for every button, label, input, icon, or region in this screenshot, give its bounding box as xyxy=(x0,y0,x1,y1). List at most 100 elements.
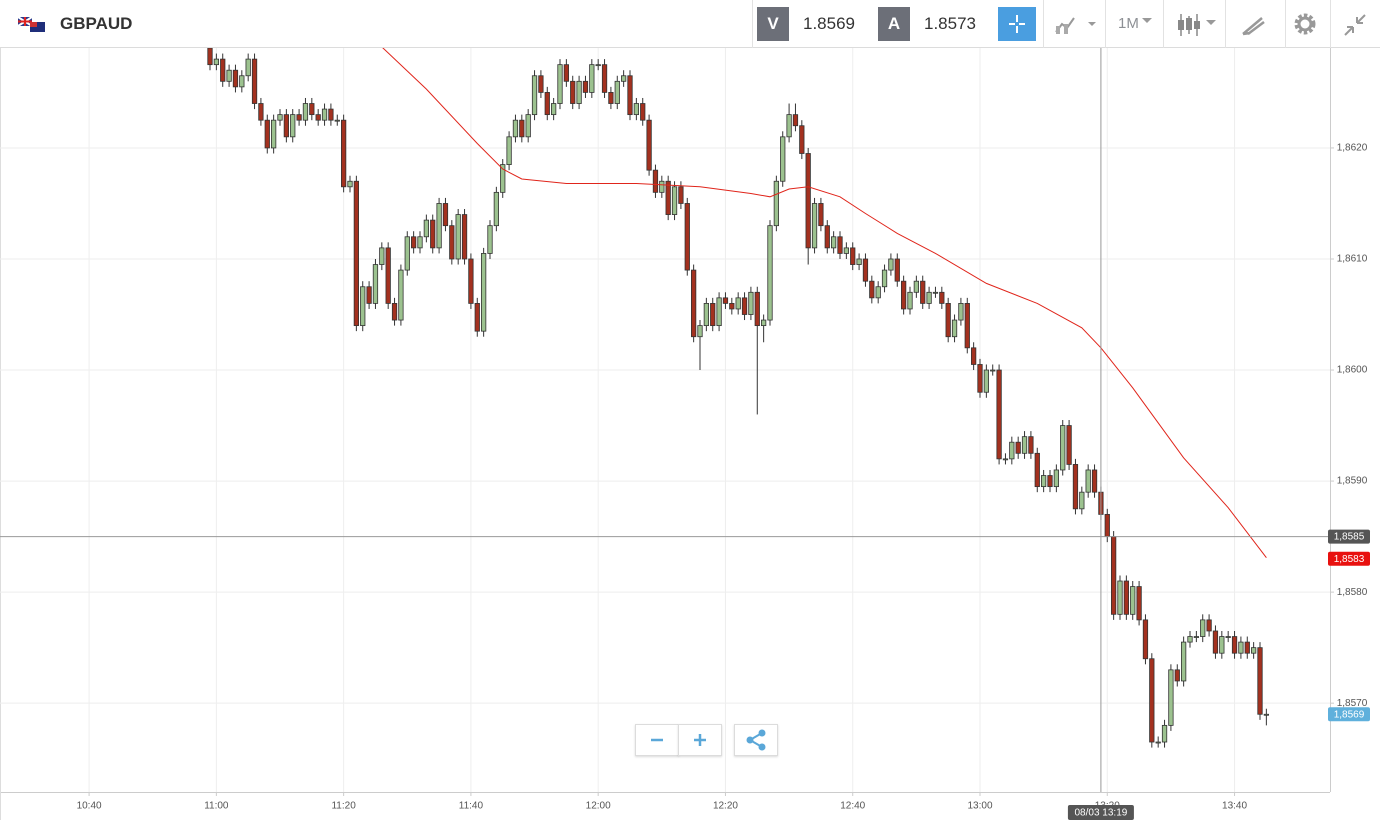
candle-body xyxy=(869,280,875,299)
candle-body xyxy=(1142,619,1149,660)
candle-body xyxy=(506,136,512,165)
candle-body xyxy=(1041,475,1047,488)
candle-body xyxy=(1091,469,1098,493)
share-button[interactable] xyxy=(734,724,778,756)
x-tick-label: 13:00 xyxy=(967,801,992,812)
candle-body xyxy=(659,180,665,193)
minus-icon xyxy=(651,738,663,742)
candle-body xyxy=(1187,636,1193,643)
share-icon xyxy=(746,729,766,751)
candle-body xyxy=(411,236,417,249)
candle-body xyxy=(894,258,900,282)
candle-body xyxy=(843,247,849,254)
separator xyxy=(752,0,753,48)
x-tick-label: 10:40 xyxy=(77,801,102,812)
candle-body xyxy=(1257,647,1263,715)
indicator-menu[interactable] xyxy=(1052,12,1102,36)
collapse-button[interactable] xyxy=(1342,12,1368,38)
zoom-in-button[interactable] xyxy=(678,724,722,756)
candle-body xyxy=(1174,669,1180,682)
candle-body xyxy=(920,280,926,304)
candle-body xyxy=(551,103,557,116)
candle-body xyxy=(932,291,939,294)
candle-body xyxy=(837,236,843,254)
candle-body xyxy=(207,48,213,66)
candle-body xyxy=(449,225,455,260)
candle-body xyxy=(996,369,1002,460)
candle-body xyxy=(1072,464,1079,510)
candle-body xyxy=(245,58,251,77)
x-tick-label: 11:00 xyxy=(204,801,229,812)
plot-area xyxy=(0,48,1330,792)
separator xyxy=(1105,0,1106,48)
candle-body xyxy=(277,114,283,121)
candle-body xyxy=(1231,636,1238,654)
candle-body xyxy=(665,180,671,215)
candle-body xyxy=(531,75,538,116)
buy-button[interactable]: A xyxy=(878,7,910,41)
sell-button[interactable]: V xyxy=(757,7,789,41)
candle-body xyxy=(697,325,703,338)
candle-body xyxy=(792,114,799,127)
crosshair-time-tag xyxy=(1067,805,1134,820)
candle-body xyxy=(710,303,716,327)
price-tag xyxy=(1328,707,1370,722)
sell-price[interactable]: 1.8569 xyxy=(789,7,869,41)
candle-body xyxy=(315,114,321,121)
settings-button[interactable] xyxy=(1292,11,1318,37)
crosshair-icon xyxy=(1009,15,1025,33)
candle-body xyxy=(971,347,977,365)
candle-body xyxy=(1015,441,1021,454)
price-tag-label: 1,8583 xyxy=(1334,554,1365,565)
candle-body xyxy=(1002,458,1009,461)
buy-price[interactable]: 1.8573 xyxy=(910,7,990,41)
chart-type-menu[interactable] xyxy=(1176,12,1222,38)
candle-body xyxy=(563,64,569,82)
zoom-out-button[interactable] xyxy=(635,724,679,756)
candle-body xyxy=(1206,619,1212,632)
candle-body xyxy=(824,225,830,249)
candle-body xyxy=(557,64,563,104)
candle-body xyxy=(1212,630,1219,654)
candle-body xyxy=(582,80,589,93)
candle-body xyxy=(379,247,385,265)
candle-body xyxy=(799,125,805,154)
candle-body xyxy=(360,286,366,327)
candle-body xyxy=(302,103,309,121)
candle-body xyxy=(729,303,735,310)
y-tick-label: 1,8620 xyxy=(1337,143,1368,154)
crosshair-button[interactable] xyxy=(998,7,1036,41)
candle-body xyxy=(633,103,639,116)
candle-body xyxy=(1123,580,1129,615)
candle-body xyxy=(1155,741,1161,744)
y-tick-label: 1,8580 xyxy=(1337,587,1368,598)
dropdown-arrow xyxy=(1142,18,1152,23)
candle-body xyxy=(487,225,493,254)
candle-body xyxy=(1263,713,1269,716)
candle-body xyxy=(1028,436,1034,454)
candle-body xyxy=(1168,669,1174,726)
candle-body xyxy=(939,291,945,304)
candle-body xyxy=(366,286,372,304)
candle-body xyxy=(977,364,983,393)
candle-body xyxy=(913,280,919,293)
timeframe-menu[interactable]: 1M xyxy=(1118,15,1139,32)
candle-body xyxy=(1104,513,1110,537)
candle-body xyxy=(493,191,499,227)
x-tick-label: 12:00 xyxy=(586,801,611,812)
candle-body xyxy=(264,119,270,149)
y-tick-label: 1,8590 xyxy=(1337,476,1368,487)
candle-body xyxy=(1238,641,1244,654)
candle-body xyxy=(627,75,633,116)
candle-body xyxy=(1251,647,1257,654)
candle-body xyxy=(251,58,258,104)
candle-body xyxy=(1130,586,1136,615)
candle-body xyxy=(283,114,289,138)
candle-body xyxy=(958,303,964,321)
draw-tool[interactable] xyxy=(1240,12,1268,38)
candle-body xyxy=(748,291,754,315)
candle-body xyxy=(767,225,773,321)
candle-body xyxy=(1117,580,1123,615)
y-tick-label: 1,8610 xyxy=(1337,254,1368,265)
